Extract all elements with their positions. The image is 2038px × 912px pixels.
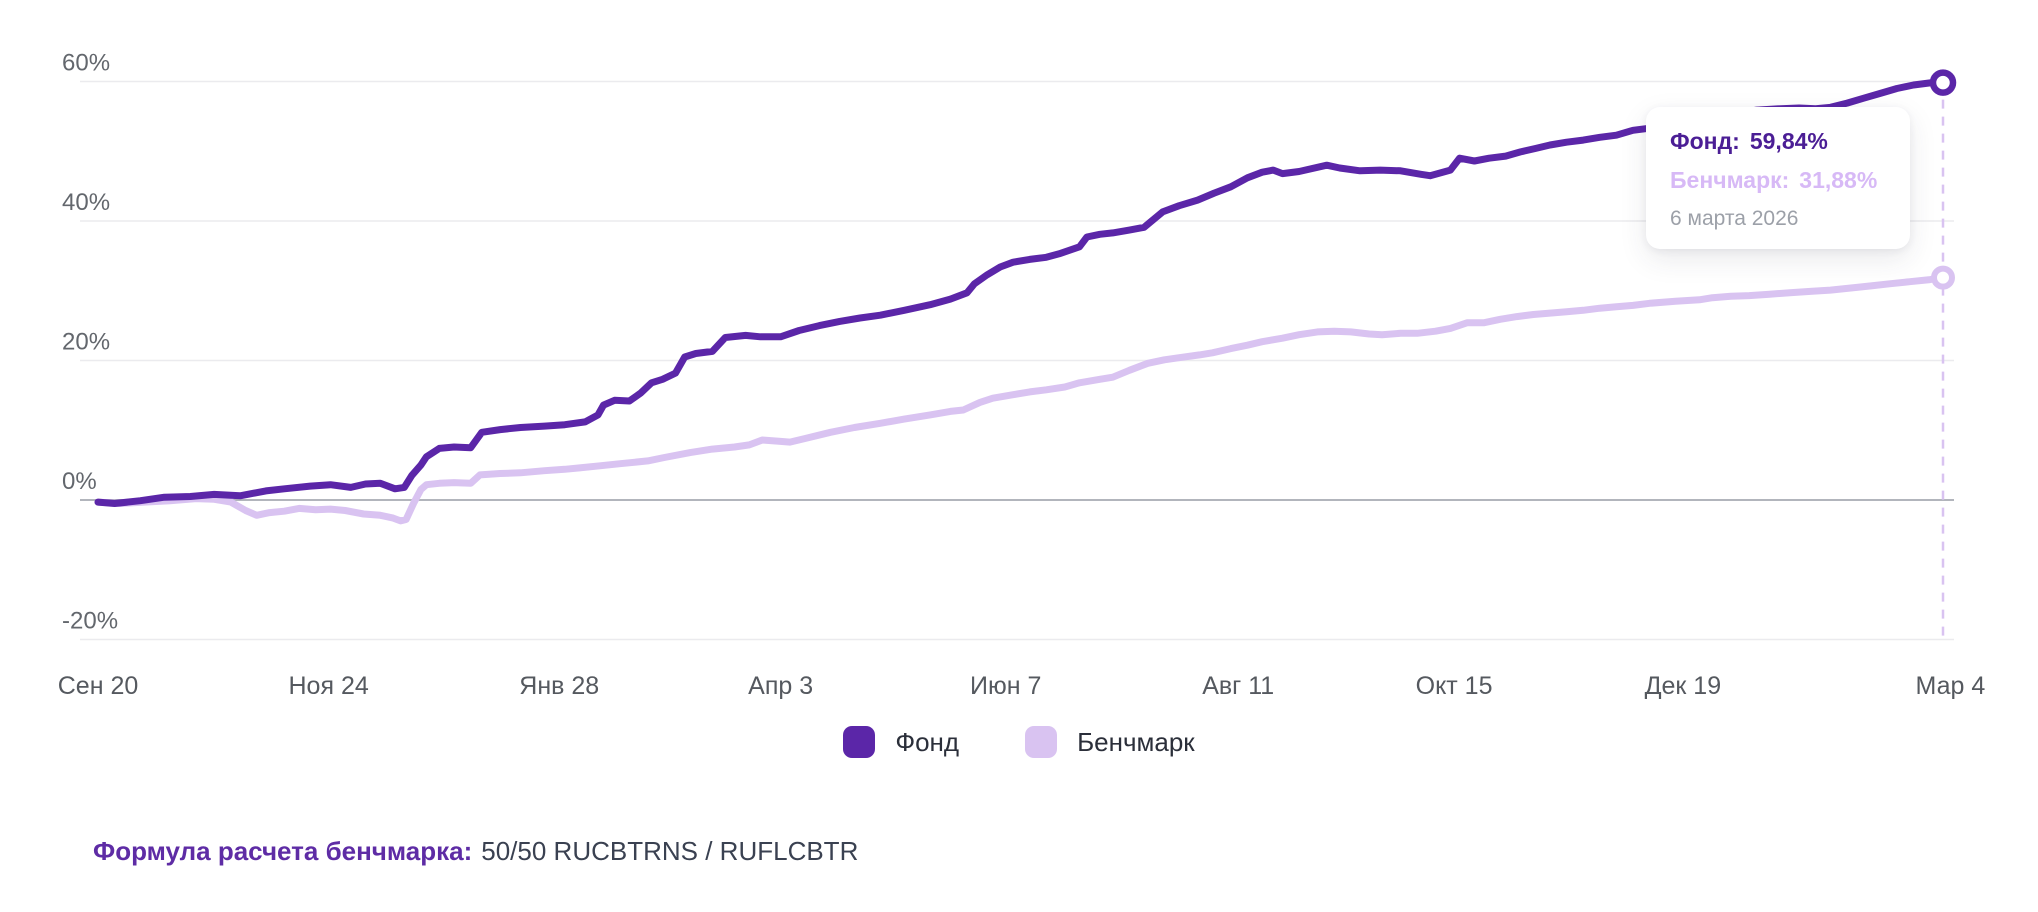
tooltip-fund-row: Фонд: 59,84% — [1670, 128, 1886, 155]
benchmark-formula: Формула расчета бенчмарка: 50/50 RUCBTRNS… — [93, 836, 858, 867]
legend-item-benchmark[interactable]: Бенчмарк — [1025, 726, 1195, 758]
x-tick-label: Мар 4 — [1915, 672, 1985, 700]
x-tick-label: Янв 28 — [519, 672, 599, 700]
legend-swatch-fund — [843, 726, 876, 758]
y-tick-label: 60% — [62, 50, 110, 77]
y-tick-label: 20% — [62, 329, 110, 356]
legend-swatch-benchmark — [1025, 726, 1058, 758]
x-tick-label: Июн 7 — [970, 672, 1041, 700]
tooltip-benchmark-row: Бенчмарк: 31,88% — [1670, 167, 1886, 194]
y-tick-label: 0% — [62, 468, 97, 495]
tooltip-benchmark-label: Бенчмарк: — [1670, 167, 1790, 193]
tooltip-date: 6 марта 2026 — [1670, 207, 1799, 230]
tooltip-fund-value: 59,84% — [1749, 128, 1828, 154]
benchmark-endpoint-marker[interactable] — [1931, 265, 1955, 290]
fund-endpoint-marker[interactable] — [1929, 69, 1957, 96]
fund-line[interactable] — [94, 79, 1947, 507]
tooltip-fund-label: Фонд: — [1670, 128, 1740, 154]
formula-label: Формула расчета бенчмарка: — [93, 836, 473, 866]
formula-value: 50/50 RUCBTRNS / RUFLCBTR — [481, 836, 859, 866]
x-tick-label: Апр 3 — [748, 672, 813, 700]
chart-legend: Фонд Бенчмарк — [0, 726, 2038, 758]
x-tick-label: Дек 19 — [1645, 672, 1722, 700]
y-tick-label: 40% — [62, 189, 110, 216]
legend-label-benchmark: Бенчмарк — [1077, 726, 1195, 757]
benchmark-line[interactable] — [94, 274, 1947, 525]
x-tick-label: Сен 20 — [58, 672, 139, 700]
chart-canvas[interactable]: 60% 40% 20% 0% -20% Сен 20 Ноя 24 Янв 28 Апр 3 Ию… — [0, 0, 2038, 701]
x-tick-label: Окт 15 — [1416, 672, 1493, 700]
legend-label-fund: Фонд — [895, 726, 960, 757]
x-tick-label: Авг 11 — [1202, 672, 1274, 700]
tooltip-benchmark-value: 31,88% — [1799, 167, 1878, 193]
x-tick-label: Ноя 24 — [289, 672, 369, 700]
legend-item-fund[interactable]: Фонд — [843, 726, 959, 758]
y-tick-label: -20% — [62, 608, 118, 635]
chart-tooltip: Фонд: 59,84% Бенчмарк: 31,88% 6 марта 20… — [1646, 107, 1910, 249]
